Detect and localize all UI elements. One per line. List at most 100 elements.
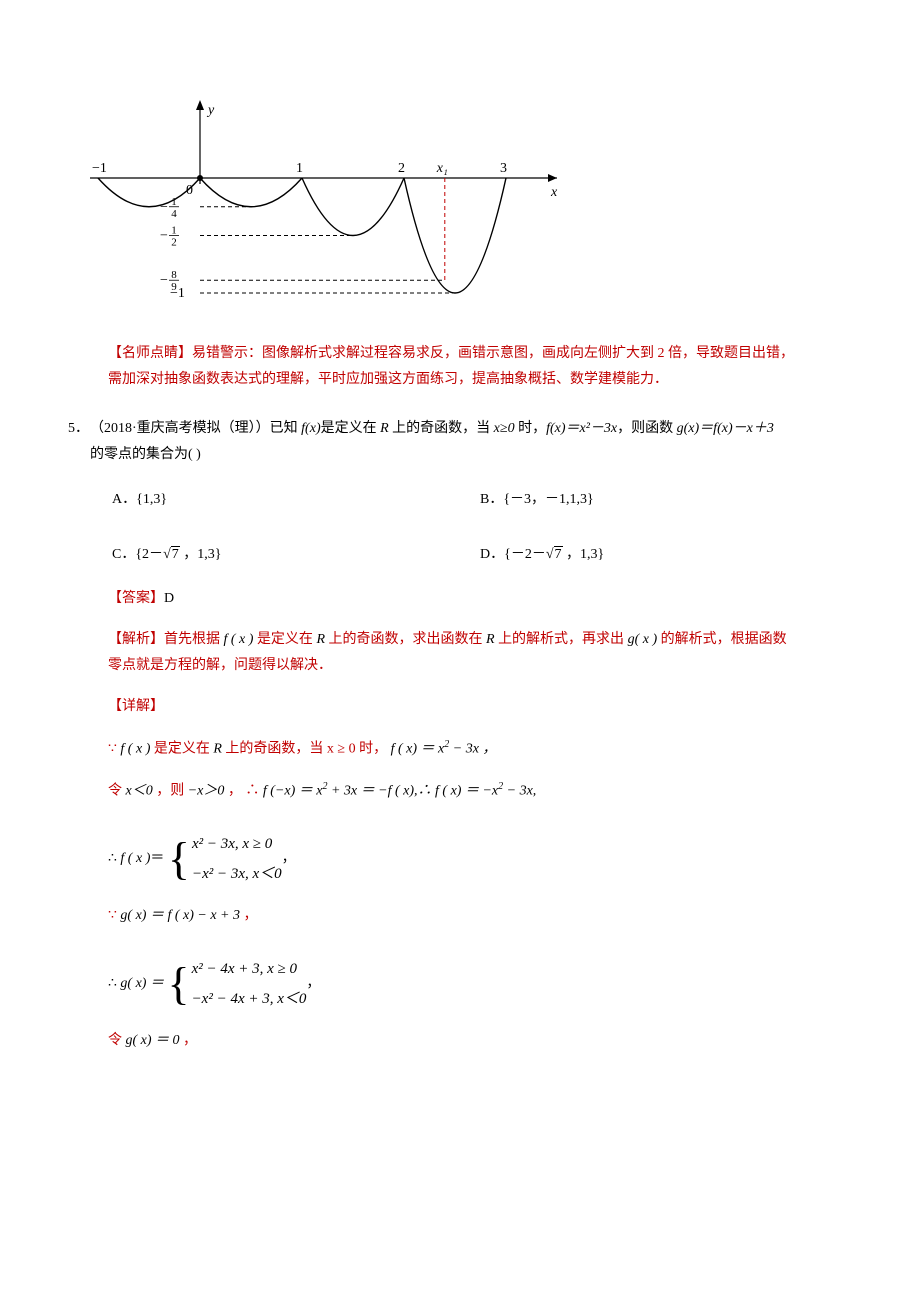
ana-t5: 的解析式，根据函数 (657, 632, 787, 647)
ana-t3: 上的奇函数，求出函数在 (325, 632, 486, 647)
q5-t5: ，则函数 (617, 421, 677, 436)
s2-eq1a: f (−x) ＝ x (263, 783, 323, 798)
s2-eq2a: ∴ f ( x) ＝ −x (418, 783, 499, 798)
s2-xlt: x＜0 (126, 783, 153, 798)
opt-d-pre: D．{－2－ (480, 547, 546, 562)
svg-text:y: y (206, 103, 215, 118)
s1-fx: f ( x ) (120, 741, 150, 756)
s2-pre: 令 (108, 783, 126, 798)
s3-tail: ， (282, 851, 296, 866)
opt-c-pre: C．{2－ (112, 547, 163, 562)
svg-text:2: 2 (171, 237, 177, 249)
svg-text:1: 1 (171, 196, 177, 208)
graph-svg: yx−10123−14−12−89−1x₁ (90, 100, 570, 310)
svg-text:−: − (160, 273, 168, 288)
function-graph: yx−10123−14−12−89−1x₁ (90, 100, 848, 321)
svg-text:2: 2 (398, 161, 405, 176)
s3-case1: x² − 3x, x ≥ 0 (192, 836, 272, 852)
option-A: A．{1,3} (112, 487, 480, 514)
s2-eq1b: + 3x ＝ −f ( x), (327, 783, 417, 798)
s1-tail: − 3x ， (449, 741, 496, 756)
question-5: 5． （2018·重庆高考模拟（理））已知 f(x)是定义在 R 上的奇函数，当… (90, 416, 848, 568)
s3-cases: x² − 3x, x ≥ 0 −x² − 3x, x＜0 (192, 829, 282, 889)
ana-t4: 上的解析式，再求出 (495, 632, 628, 647)
step-4: ∵ g( x) ＝ f ( x) − x + 3 ， (108, 903, 848, 930)
s6-eq: g( x) ＝ 0 (126, 1033, 180, 1048)
step-3: ∴ f ( x )＝ { x² − 3x, x ≥ 0 −x² − 3x, x＜… (108, 829, 848, 889)
svg-text:−: − (160, 229, 168, 244)
svg-text:−1: −1 (92, 161, 107, 176)
s6-tail: ， (180, 1033, 198, 1048)
s5-cases: x² − 4x + 3, x ≥ 0 −x² − 4x + 3, x＜0 (192, 954, 307, 1014)
svg-text:1: 1 (296, 161, 303, 176)
step-2: 令 x＜0 ，则 −x＞0 ， ∴ f (−x) ＝ x2 + 3x ＝ −f … (108, 777, 848, 805)
s3-case2: −x² − 3x, x＜0 (192, 866, 282, 882)
s6-pre: 令 (108, 1033, 126, 1048)
s4-eq: g( x) ＝ f ( x) − x + 3 (120, 908, 240, 923)
s2-neg: −x＞0 (188, 783, 225, 798)
option-B: B．{－3，－1,1,3} (480, 487, 848, 514)
s5-pre: ∴ (108, 976, 120, 991)
s2-eq2b: − 3x, (503, 783, 536, 798)
svg-text:3: 3 (500, 161, 507, 176)
option-D: D．{－2－ 7 ，1,3} (480, 542, 848, 569)
s2-mid: ，则 (153, 783, 188, 798)
brace-icon-2: { (167, 963, 189, 1004)
s5-tail: ， (306, 976, 320, 991)
q5-t1: 已知 (270, 421, 302, 436)
option-C: C．{2－7 ，1,3} (112, 542, 480, 569)
q5-source: （2018·重庆高考模拟（理）） (90, 421, 270, 436)
answer-block: 【答案】D (108, 586, 848, 613)
s5-brace: { x² − 4x + 3, x ≥ 0 −x² − 4x + 3, x＜0 (167, 954, 306, 1014)
s5-case1: x² − 4x + 3, x ≥ 0 (192, 961, 297, 977)
ana-line2: 零点就是方程的解，问题得以解决． (108, 658, 332, 673)
analysis-block: 【解析】首先根据 f ( x ) 是定义在 R 上的奇函数，求出函数在 R 上的… (108, 627, 848, 680)
q5-fx: f(x) (301, 421, 320, 436)
svg-text:−: − (160, 200, 168, 215)
q5-gx: g(x)＝f(x)－x＋3 (677, 421, 774, 436)
commentary-title: 【名师点睛】 (108, 346, 192, 361)
s3-pre: ∴ (108, 851, 120, 866)
step-1: ∵ f ( x ) 是定义在 R 上的奇函数，当 x ≥ 0 时， f ( x)… (108, 735, 848, 763)
answer-label: 【答案】 (108, 591, 164, 606)
step-6: 令 g( x) ＝ 0 ， (108, 1028, 848, 1055)
s3-fx: f ( x ) (120, 851, 150, 866)
ana-fx: f ( x ) (224, 632, 254, 647)
ana-R1: R (316, 632, 325, 647)
s3-brace: { x² − 3x, x ≥ 0 −x² − 3x, x＜0 (168, 829, 282, 889)
commentary-line2: 需加深对抽象函数表达式的理解，平时应加强这方面练习，提高抽象概括、数学建模能力． (108, 372, 668, 387)
q5-R: R (380, 421, 389, 436)
s3-eq: ＝ (150, 851, 164, 866)
s1-eqlead: f ( x) ＝ x (387, 741, 444, 756)
answer-value: D (164, 591, 174, 606)
step-5: ∴ g( x) ＝ { x² − 4x + 3, x ≥ 0 −x² − 4x … (108, 954, 848, 1014)
s4-tail: ， (240, 908, 258, 923)
opt-d-post: ，1,3} (563, 547, 605, 562)
s5-gx: g( x) ＝ (120, 976, 167, 991)
ana-t1: 首先根据 (164, 632, 224, 647)
opt-c-rad: 7 (171, 546, 180, 562)
s1-R: R (213, 741, 222, 756)
opt-d-rad: 7 (554, 546, 563, 562)
opt-c-sqrt: 7 (163, 542, 180, 569)
s2-mid2: ， ∴ (224, 783, 263, 798)
s4-pre: ∵ (108, 908, 120, 923)
q5-options: A．{1,3} B．{－3，－1,1,3} C．{2－ 7 ，1,3} D．{－2… (112, 487, 848, 568)
s5-case2: −x² − 4x + 3, x＜0 (192, 991, 307, 1007)
svg-text:x: x (550, 185, 558, 200)
q5-t4: 时， (515, 421, 547, 436)
detail-label: 【详解】 (108, 694, 848, 721)
q5-cond: x≥0 (494, 421, 515, 436)
q5-number: 5． (68, 416, 89, 443)
ana-R2: R (486, 632, 495, 647)
commentary-line1: 易错警示：图像解析式求解过程容易求反，画错示意图，画成向左侧扩大到 2 倍，导致… (192, 346, 794, 361)
s1-pre: ∵ (108, 741, 120, 756)
svg-text:x₁: x₁ (436, 161, 448, 176)
teacher-commentary: 【名师点睛】易错警示：图像解析式求解过程容易求反，画错示意图，画成向左侧扩大到 … (108, 341, 848, 394)
svg-text:4: 4 (171, 208, 177, 220)
opt-d-sqrt: 7 (546, 542, 563, 569)
ana-gx: g( x ) (628, 632, 658, 647)
svg-text:−1: −1 (170, 286, 185, 301)
brace-icon: { (168, 838, 190, 879)
svg-text:8: 8 (171, 269, 177, 281)
